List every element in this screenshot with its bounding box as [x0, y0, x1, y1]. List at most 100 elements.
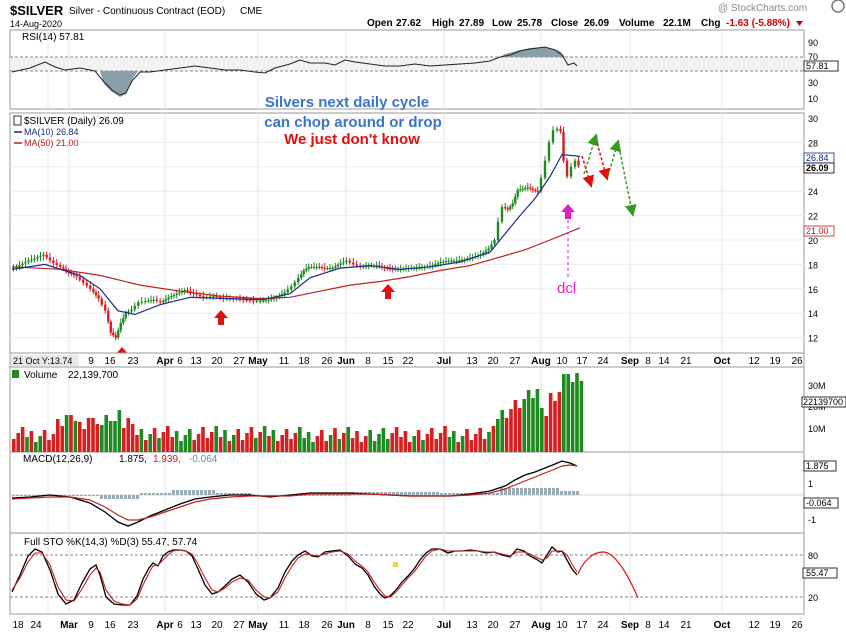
symbol-title: $SILVER: [10, 3, 64, 18]
macd-hist-bar: [196, 490, 199, 495]
candle-body: [122, 318, 125, 323]
candle-body: [24, 262, 27, 264]
volume-bar: [148, 434, 152, 452]
candle-body: [547, 142, 551, 161]
ma10-line: [11, 153, 581, 316]
volume-bar: [117, 410, 122, 452]
volume-bar: [359, 442, 364, 452]
volume-bar: [377, 434, 381, 452]
macd-hist-bar: [404, 492, 407, 495]
candle-body: [89, 285, 92, 289]
chart-date: 14-Aug-2020: [10, 19, 62, 29]
x-axis-label: 21: [680, 356, 692, 367]
candle-body: [242, 299, 245, 301]
volume-bar: [166, 426, 170, 452]
axis-tick-label: 18: [808, 260, 818, 270]
volume-bars: [12, 373, 584, 452]
candlesticks: [12, 125, 580, 341]
rsi-legend: RSI(14) 57.81: [22, 32, 85, 43]
x-axis-label: Jul: [437, 356, 452, 367]
candle-body: [208, 296, 212, 298]
volume-bar: [526, 390, 531, 452]
candle-body: [339, 263, 342, 265]
candle-body: [262, 300, 265, 302]
x-axis-label: 19: [769, 356, 781, 367]
volume-bar: [368, 430, 372, 452]
candle-body: [59, 265, 62, 267]
volume-bar: [95, 424, 100, 452]
x-axis-label: 26: [791, 356, 803, 367]
settings-icon[interactable]: [831, 0, 845, 13]
candle-body: [506, 208, 509, 210]
axis-tick-label: 28: [808, 138, 818, 148]
volume-bar: [372, 441, 377, 452]
candle-body: [328, 268, 332, 270]
macd-hist-bar: [88, 495, 91, 496]
candle-body: [189, 291, 192, 293]
candle-body: [345, 260, 348, 262]
volume-bar: [328, 435, 333, 452]
volume-legend-label: Volume: [24, 370, 58, 381]
volume-bar: [144, 440, 148, 452]
volume-bar: [161, 432, 166, 452]
macd-hist-bar: [500, 488, 503, 495]
candle-body: [130, 309, 133, 312]
volume-bar: [478, 428, 482, 452]
macd-hist-bar: [20, 495, 23, 496]
volume-bar: [456, 442, 460, 452]
macd-hist-bar: [320, 495, 323, 496]
macd-hist-bar: [544, 488, 547, 495]
x-axis-label: 16: [104, 620, 116, 631]
sto-current-label: 55.47: [806, 568, 829, 578]
x-axis-label: 23: [127, 620, 139, 631]
candle-body: [559, 128, 562, 132]
volume-bar: [183, 435, 188, 452]
x-axis-label: May: [248, 620, 268, 631]
macd-hist-bar: [120, 495, 123, 499]
volume-bar: [465, 429, 469, 452]
x-axis-label: 17: [576, 356, 588, 367]
volume-bar: [170, 437, 174, 452]
volume-bar: [42, 430, 47, 452]
x-axis-label: 27: [233, 356, 245, 367]
candle-body: [310, 266, 313, 268]
volume-bar: [271, 430, 276, 452]
volume-bar: [447, 437, 452, 452]
candle-body: [92, 288, 95, 293]
macd-hist-bar: [488, 493, 491, 495]
x-axis-label: 12: [748, 620, 760, 631]
x-axis-label: 24: [597, 620, 609, 631]
candle-body: [97, 295, 100, 299]
x-axis-label: 18: [12, 620, 24, 631]
macd-hist-bar: [32, 495, 35, 496]
candle-body: [147, 300, 150, 302]
candle-body: [326, 268, 329, 270]
candle-body: [312, 266, 316, 268]
candle-body: [39, 255, 42, 258]
candle-body: [259, 301, 262, 302]
volume-bar: [311, 442, 315, 452]
macd-hist-bar: [304, 495, 307, 496]
candle-body: [21, 263, 24, 266]
open-label: Open: [367, 18, 393, 29]
volume-bar: [504, 418, 509, 452]
x-axis-label: 6: [177, 356, 183, 367]
candle-body: [482, 252, 485, 255]
x-axis-label: 17: [576, 620, 588, 631]
volume-bar: [557, 392, 562, 452]
axis-tick-label: 14: [808, 309, 818, 319]
axis-tick-label: 10: [808, 94, 818, 104]
x-axis-label: 22: [402, 356, 414, 367]
volume-bar: [337, 439, 342, 452]
candle-body: [104, 304, 107, 311]
candle-body: [215, 296, 218, 298]
exchange-label: CME: [240, 6, 263, 17]
axis-tick-label: 12: [808, 334, 818, 344]
candle-body: [521, 188, 524, 190]
volume-bar: [276, 441, 280, 452]
x-axis-label: 13: [190, 356, 202, 367]
macd-hist-bar: [348, 495, 351, 496]
volume-bar: [78, 422, 82, 452]
volume-bar: [51, 434, 56, 452]
macd-hist-bar: [72, 495, 75, 496]
